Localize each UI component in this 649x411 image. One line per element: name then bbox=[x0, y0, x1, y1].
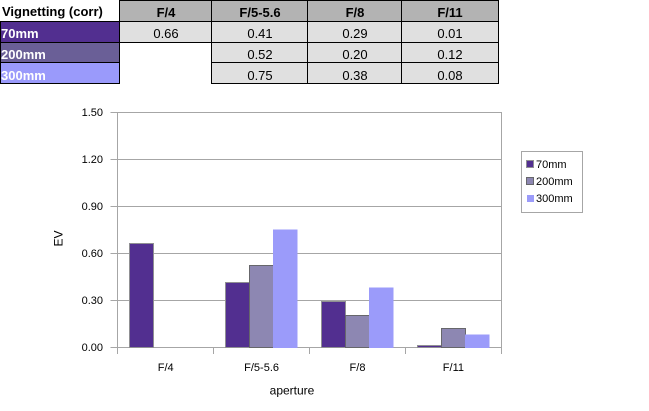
svg-text:0.60: 0.60 bbox=[82, 248, 103, 260]
svg-text:0.00: 0.00 bbox=[82, 342, 103, 354]
svg-text:300mm: 300mm bbox=[536, 193, 573, 205]
svg-text:aperture: aperture bbox=[270, 384, 315, 398]
svg-text:70mm: 70mm bbox=[536, 159, 567, 171]
svg-text:0.90: 0.90 bbox=[82, 201, 103, 213]
svg-text:1.20: 1.20 bbox=[82, 154, 103, 166]
svg-text:F/5-5.6: F/5-5.6 bbox=[244, 362, 279, 374]
svg-text:1.50: 1.50 bbox=[82, 107, 103, 119]
svg-text:F/11: F/11 bbox=[443, 362, 464, 374]
svg-text:0.30: 0.30 bbox=[82, 295, 103, 307]
svg-text:F/8: F/8 bbox=[350, 362, 366, 374]
svg-text:F/4: F/4 bbox=[158, 362, 174, 374]
svg-text:EV: EV bbox=[52, 230, 66, 246]
svg-text:200mm: 200mm bbox=[536, 176, 573, 188]
